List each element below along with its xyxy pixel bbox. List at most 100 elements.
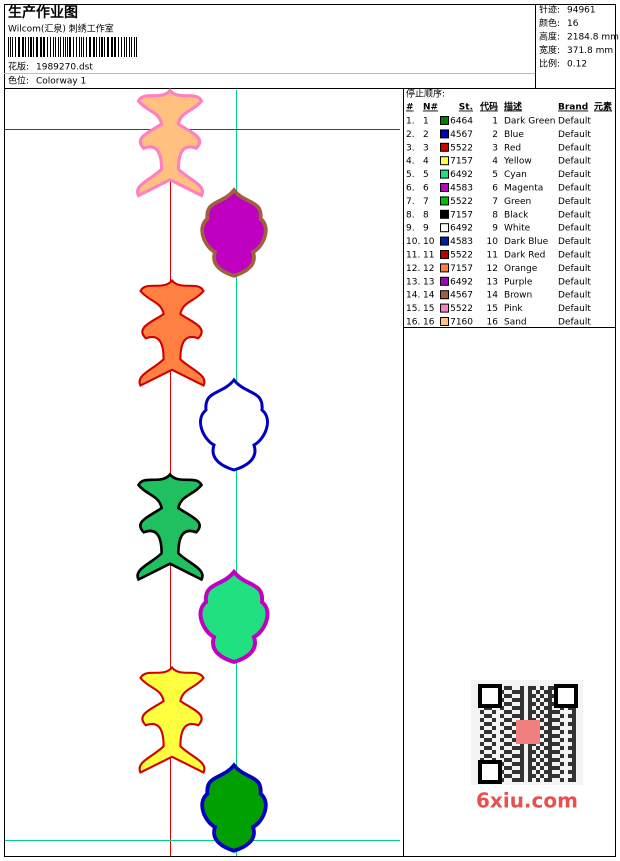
qr-cell [520, 746, 524, 750]
bar [58, 37, 59, 57]
qr-cell [528, 770, 532, 774]
bar [107, 37, 109, 57]
color-swatch [440, 196, 449, 206]
qr-cell [552, 718, 556, 722]
qr-cell [504, 726, 508, 730]
qr-cell [516, 714, 520, 718]
qr-cell [572, 750, 576, 754]
qr-cell [548, 758, 552, 762]
motif [138, 279, 206, 387]
qr-finder [478, 684, 502, 708]
bar [60, 37, 61, 57]
qr-cell [552, 750, 556, 754]
qr-cell [540, 694, 544, 698]
subtitle: Wilcom(汇泉) 刺绣工作室 [8, 23, 114, 35]
qr-cell [488, 746, 492, 750]
bar [65, 37, 66, 57]
qr-cell [504, 686, 508, 690]
qr-cell [572, 766, 576, 770]
qr-cell [548, 718, 552, 722]
bar [79, 37, 80, 57]
bar [96, 37, 97, 57]
qr-cell [556, 766, 560, 770]
needle: 15 [423, 304, 434, 314]
qr-cell [560, 770, 564, 774]
qr-cell [548, 714, 552, 718]
info-value: 2184.8 mm [567, 33, 619, 43]
qr-cell [520, 766, 524, 770]
code: 11 [487, 251, 498, 261]
qr-cell [540, 686, 544, 690]
qr-cell [528, 778, 532, 782]
color-swatch [440, 290, 449, 300]
qr-cell [548, 762, 552, 766]
qr-finder [554, 684, 578, 708]
qr-cell [492, 710, 496, 714]
qr-cell [504, 702, 508, 706]
row-index: 15. [406, 304, 420, 314]
bar [8, 37, 9, 57]
description: Cyan [504, 170, 527, 180]
bar [40, 37, 42, 57]
needle: 11 [423, 251, 434, 261]
stitches: 7157 [450, 264, 473, 274]
bar [86, 37, 87, 57]
barcode [8, 37, 137, 57]
row-index: 4. [406, 157, 415, 167]
color-swatch [440, 169, 449, 179]
brand: Default [558, 197, 591, 207]
qr-cell [488, 722, 492, 726]
brand: Default [558, 143, 591, 153]
needle: 10 [423, 237, 435, 247]
code: 14 [487, 291, 499, 301]
row-index: 6. [406, 184, 415, 194]
qr-cell [528, 690, 532, 694]
qr-cell [568, 722, 572, 726]
brand: Default [558, 224, 591, 234]
code: 3 [492, 143, 498, 153]
color-swatch [440, 236, 449, 246]
qr-finder [478, 760, 502, 784]
qr-cell [568, 746, 572, 750]
code: 12 [487, 264, 498, 274]
bar [129, 37, 130, 57]
qr-cell [504, 742, 508, 746]
bar [104, 37, 105, 57]
bar [111, 37, 113, 57]
qr-cell [528, 758, 532, 762]
qr-cell [512, 698, 516, 702]
qr-cell [560, 746, 564, 750]
qr-cell [536, 770, 540, 774]
qr-cell [528, 750, 532, 754]
qr-cell [548, 694, 552, 698]
stitches: 6464 [450, 117, 473, 127]
qr-cell [512, 778, 516, 782]
bar [53, 37, 54, 57]
qr-cell [536, 698, 540, 702]
bar [101, 37, 103, 57]
qr-cell [500, 738, 504, 742]
needle: 12 [423, 264, 434, 274]
qr-cell [556, 734, 560, 738]
qr-cell [504, 694, 508, 698]
bar [89, 37, 91, 57]
qr-cell [556, 710, 560, 714]
qr-cell [548, 702, 552, 706]
qr-cell [520, 774, 524, 778]
qr-cell [508, 758, 512, 762]
row-index: 7. [406, 197, 415, 207]
bar [81, 37, 82, 57]
stitches: 5522 [450, 143, 473, 153]
row-index: 5. [406, 170, 415, 180]
qr-cell [520, 686, 524, 690]
code: 4 [492, 157, 498, 167]
qr-cell [544, 738, 548, 742]
color-swatch [440, 183, 449, 192]
qr-cell [556, 774, 560, 778]
description: Brown [504, 291, 532, 301]
brand: Default [558, 117, 591, 127]
brand: Default [558, 264, 591, 274]
qr-cell [516, 706, 520, 710]
qr-cell [548, 778, 552, 782]
bar [67, 37, 68, 57]
